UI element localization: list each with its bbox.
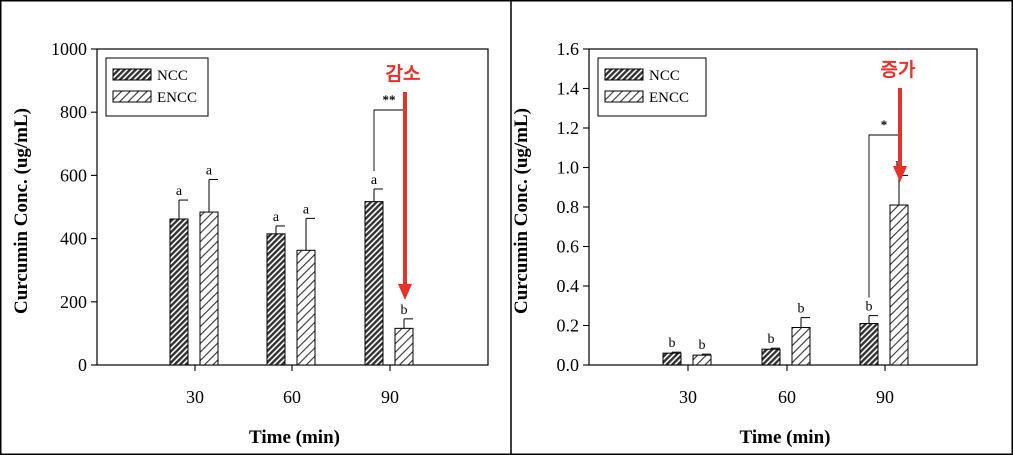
y-tick-label: 800	[60, 102, 87, 122]
x-tick-label: 60	[283, 387, 301, 407]
y-tick-label: 0.6	[557, 237, 580, 257]
bar-encc-90	[394, 327, 414, 366]
significance-letter: b	[768, 332, 775, 347]
legend-label-ncc: NCC	[649, 68, 680, 84]
chart-panel-right: 0.0 0.2 0.4 0.6 0.8 1.0 1.2 1.4 1.6 30 60 90 Time (m…	[511, 39, 978, 448]
x-tick-label: 90	[876, 387, 894, 407]
y-tick-label: 1000	[51, 39, 87, 59]
y-tick-label: 0.8	[557, 197, 580, 217]
bar-ncc-60	[266, 233, 286, 366]
legend-label-encc: ENCC	[649, 90, 689, 106]
y-tick-label: 400	[60, 229, 87, 249]
y-tick-label: 1.6	[557, 39, 580, 59]
bar-encc-60	[296, 249, 316, 366]
x-tick-label: 90	[381, 387, 399, 407]
significance-letter: a	[206, 164, 213, 179]
bar-encc-60	[791, 326, 811, 366]
y-tick-label: 1.4	[557, 79, 580, 99]
legend-swatch-encc	[604, 90, 644, 103]
y-tick-label: 1.2	[557, 118, 580, 138]
y-tick-label: 1.0	[557, 158, 580, 178]
significance-letter: a	[371, 173, 378, 188]
significance-letter: b	[401, 303, 408, 318]
significance-letter: b	[866, 300, 873, 315]
legend-swatch-ncc	[604, 68, 644, 81]
annotation-label: 증가	[881, 59, 916, 81]
x-axis-title: Time (min)	[740, 427, 831, 448]
significance-stars: **	[383, 92, 396, 107]
chart-panel-left: 0 200 400 600 800 1000 30 60 90 Time (min) Curcumi…	[11, 39, 489, 448]
y-tick-label: 0	[78, 355, 87, 375]
significance-stars: *	[881, 117, 888, 132]
bar-ncc-60	[761, 348, 781, 366]
bar-ncc-90	[859, 323, 879, 366]
annotation-label: 감소	[386, 63, 421, 85]
y-tick-label: 0.2	[557, 316, 580, 336]
bar-encc-30	[199, 211, 219, 366]
bar-ncc-90	[364, 201, 384, 366]
legend-label-encc: ENCC	[157, 90, 197, 106]
legend	[597, 57, 707, 117]
bar-encc-90	[889, 204, 909, 366]
bar-ncc-30	[662, 352, 682, 366]
significance-letter: b	[699, 338, 706, 353]
legend-label-ncc: NCC	[157, 68, 188, 84]
significance-letter: b	[669, 336, 676, 351]
significance-letter: a	[303, 202, 310, 217]
y-tick-label: 600	[60, 165, 87, 185]
significance-bracket	[373, 109, 405, 171]
annotation-arrow-head	[398, 284, 412, 300]
bar-encc-30	[692, 354, 712, 366]
y-axis-title: Curcumin Conc. (ug/mL)	[511, 108, 532, 314]
significance-letter: a	[273, 210, 280, 225]
significance-letter: b	[798, 302, 805, 317]
y-tick-label: 0.4	[557, 276, 580, 296]
x-tick-label: 30	[186, 387, 204, 407]
x-tick-label: 30	[679, 387, 697, 407]
legend-swatch-ncc	[112, 68, 152, 81]
y-tick-label: 0.0	[557, 355, 580, 375]
legend-swatch-encc	[112, 90, 152, 103]
y-tick-label: 200	[60, 292, 87, 312]
legend	[105, 57, 209, 117]
y-axis-title: Curcumin Conc. (ug/mL)	[11, 108, 32, 314]
bar-ncc-30	[169, 218, 189, 366]
x-axis-title: Time (min)	[249, 427, 340, 448]
annotation-arrow-head	[893, 166, 907, 182]
x-tick-label: 60	[778, 387, 796, 407]
significance-letter: a	[176, 184, 183, 199]
